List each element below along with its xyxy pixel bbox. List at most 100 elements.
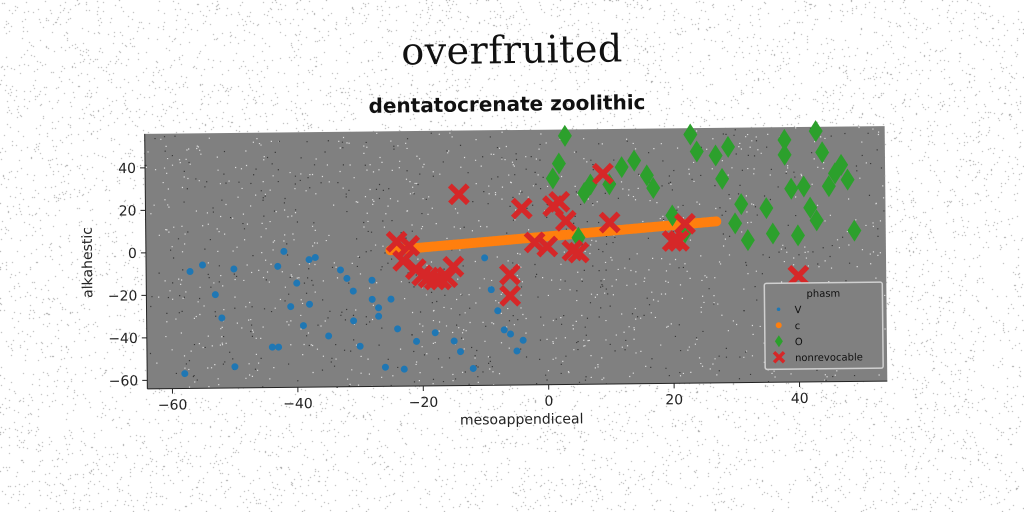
point-o [815, 141, 830, 164]
point-o [728, 212, 743, 235]
point-o [759, 197, 774, 220]
point-v [306, 300, 314, 308]
point-v [274, 262, 282, 270]
point-o [614, 156, 629, 179]
plot-area [144, 126, 888, 389]
point-v [305, 256, 313, 264]
point-v [198, 261, 206, 269]
point-v [186, 268, 194, 276]
point-v [500, 326, 508, 334]
point-v [387, 295, 395, 303]
legend-title: phasm [806, 289, 840, 300]
point-o [834, 153, 849, 176]
axes: −60 −40 −20 0 20 40 −60 −40 −20 0 20 40 [108, 133, 888, 414]
point-v [381, 363, 389, 371]
point-nonrevocable [442, 255, 465, 278]
point-v [375, 312, 383, 320]
point-o [715, 167, 730, 190]
legend-swatch [776, 307, 781, 312]
x-tick-label: 40 [791, 391, 809, 407]
point-v [394, 325, 402, 333]
point-nonrevocable [554, 209, 577, 232]
point-nonrevocable [398, 234, 421, 257]
point-o [683, 123, 698, 146]
point-o [790, 224, 805, 247]
point-o [665, 204, 680, 227]
point-o [734, 193, 749, 216]
point-v [311, 253, 319, 261]
legend-label: c [795, 321, 801, 332]
point-o [840, 168, 855, 191]
point-v [481, 254, 489, 262]
x-axis-label: mesoappendiceal [460, 411, 584, 428]
point-nonrevocable [447, 183, 470, 206]
point-nonrevocable [674, 212, 696, 235]
point-o [821, 175, 836, 198]
point-nonrevocable [591, 162, 614, 185]
point-nonrevocable [598, 211, 621, 234]
legend-label: O [795, 337, 803, 348]
point-v [513, 347, 521, 355]
point-o [583, 173, 598, 196]
point-v [218, 314, 226, 322]
point-v [293, 279, 301, 287]
point-v [487, 286, 495, 294]
legend-swatch [775, 322, 782, 329]
point-v [181, 370, 189, 378]
x-tick-label: −40 [283, 396, 313, 412]
point-o [545, 167, 560, 190]
point-v [343, 274, 351, 282]
y-tick-label: −60 [109, 373, 139, 389]
point-v [519, 336, 527, 344]
point-v [275, 343, 283, 351]
point-v [368, 276, 376, 284]
point-o [646, 177, 661, 200]
point-o [577, 182, 592, 205]
x-tick-label: 20 [665, 392, 683, 408]
x-tick-label: −60 [158, 397, 188, 413]
point-v [457, 348, 465, 356]
data-marks [181, 120, 862, 378]
y-tick-label: −40 [108, 331, 138, 347]
legend-swatch [774, 335, 783, 348]
point-nonrevocable [536, 235, 559, 258]
point-v [211, 291, 219, 299]
point-v [231, 363, 239, 371]
point-nonrevocable [498, 263, 521, 286]
point-v [356, 342, 364, 350]
point-o [777, 143, 792, 166]
point-v [431, 329, 439, 337]
point-v [400, 365, 408, 373]
point-v [349, 287, 357, 295]
legend-label: nonrevocable [795, 352, 863, 364]
legend-item-o: O [774, 335, 803, 348]
legend-item-nonrevocable: nonrevocable [772, 350, 863, 364]
point-o [639, 164, 654, 187]
point-v [494, 307, 502, 315]
y-axis-label: alkahestic [80, 227, 97, 298]
legend-box [763, 281, 884, 371]
point-v [268, 343, 276, 351]
point-o [784, 177, 799, 200]
point-nonrevocable [787, 264, 810, 287]
y-tick-label: 20 [119, 203, 137, 219]
point-o [557, 124, 572, 147]
legend-item-v: V [776, 305, 802, 316]
point-o [777, 128, 792, 151]
point-o [796, 175, 811, 198]
point-v [368, 295, 376, 303]
point-v [469, 364, 477, 372]
point-v [337, 266, 345, 274]
legend-label: V [795, 305, 802, 316]
point-o [740, 229, 755, 252]
point-v [299, 322, 307, 330]
point-v [230, 265, 238, 273]
point-nonrevocable [510, 197, 533, 220]
point-nonrevocable [667, 229, 690, 252]
point-v [450, 337, 458, 345]
point-o [627, 149, 642, 172]
point-o [721, 135, 736, 158]
x-tick-label: −20 [409, 395, 439, 411]
